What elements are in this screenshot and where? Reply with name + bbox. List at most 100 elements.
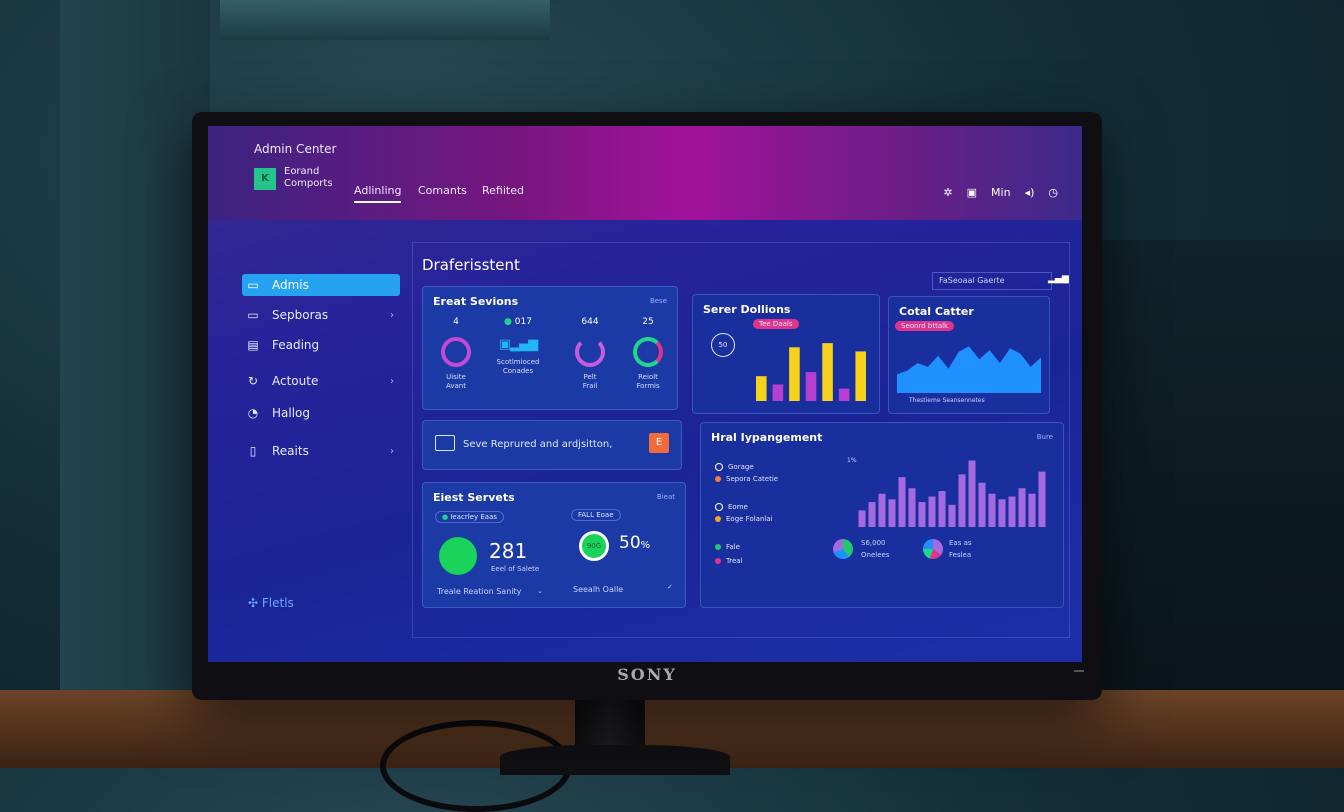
bar — [988, 493, 996, 527]
sidebar-item-sepboras[interactable]: ▭ Sepboras › — [242, 304, 400, 326]
progress-ring-icon — [575, 337, 605, 367]
tab-adlinling[interactable]: Adlinling — [354, 184, 402, 203]
metric-caption: Conades — [502, 367, 534, 375]
bag-icon[interactable]: ▣ — [966, 186, 978, 199]
gear-icon[interactable]: ✲ — [943, 186, 953, 199]
ring-unit: % — [640, 540, 651, 551]
sidebar-item-label: Admis — [272, 278, 309, 292]
metric-scotlmioced[interactable]: ● 017 ▣▂▄▆ Scotlmioced Conades — [489, 317, 547, 376]
services-footer[interactable]: Treale Reation Sanity — [437, 587, 522, 596]
legend-dot — [715, 516, 721, 522]
legend-item: Eoge Folanlai — [715, 515, 773, 523]
minimize-label[interactable]: Min — [991, 186, 1011, 199]
sidebar-item-actoute[interactable]: ↻ Actoute › — [242, 370, 400, 392]
status-pill-right: FALL Eoae — [571, 509, 621, 521]
bar — [978, 482, 986, 527]
legend-item: Eome — [715, 503, 748, 511]
metric-value: 644 — [581, 317, 599, 327]
metric-value: 017 — [514, 317, 532, 327]
bar — [918, 502, 926, 527]
sidebar-item-hallog[interactable]: ◔ Hallog — [242, 402, 400, 424]
metric-caption: Uisite — [446, 373, 466, 381]
area-series — [897, 346, 1041, 393]
notice-badge[interactable]: E — [649, 433, 669, 453]
fan-icon: ✣ — [248, 596, 259, 610]
main-panel — [412, 242, 1070, 638]
tab-comants[interactable]: Comants — [418, 184, 467, 197]
bar — [855, 351, 866, 401]
legend-label: Eoge Folanlai — [726, 515, 773, 523]
card-more-link[interactable]: Bese — [649, 297, 667, 305]
person-icon — [441, 337, 471, 367]
legend-label: Treal — [726, 557, 743, 565]
background-window — [60, 0, 210, 768]
bar — [838, 388, 850, 401]
legend-item: Fale — [715, 543, 740, 551]
bar — [1028, 493, 1036, 527]
bar — [1038, 471, 1046, 527]
sidebar-item-admis[interactable]: ▭ Admis — [242, 274, 400, 296]
metric-pelt[interactable]: 644 Pelt Frail — [561, 317, 619, 391]
screen: Admin Center K Eorand Comports Adlinling… — [208, 126, 1082, 662]
bar — [958, 474, 966, 527]
card-cotal-area: Cotal Catter Seonrd bttalk Thestieme Sea… — [888, 296, 1050, 414]
card-sessions: Ereat Sevions Bese 4 Uisite Avant ● 017 … — [422, 286, 678, 410]
chart-pill: Tee Daals — [753, 319, 799, 329]
sidebar-item-label: Actoute — [272, 374, 319, 388]
legend-dot — [715, 503, 723, 511]
sidebar-item-label: Feading — [272, 338, 320, 352]
legend-item: Gorage — [715, 463, 754, 471]
bar-icon: ▣▂▄▆ — [498, 337, 538, 352]
bar — [1008, 496, 1016, 527]
donut-chart-1 — [833, 539, 853, 559]
tab-refiited[interactable]: Refiited — [482, 184, 524, 197]
metric-caption: Reiolt — [638, 373, 658, 381]
services-footer-right[interactable]: Seealh Oalle — [573, 585, 624, 594]
sidebar-item-reaits[interactable]: ▯ Reaits › — [242, 440, 400, 462]
sidebar-item-feading[interactable]: ▤ Feading — [242, 334, 400, 356]
metric-uisite[interactable]: 4 Uisite Avant — [427, 317, 485, 391]
sidebar-footer[interactable]: ✣ Fletls — [248, 596, 294, 610]
sidebar-item-label: Sepboras — [272, 308, 329, 322]
volume-icon[interactable]: ◂) — [1024, 186, 1035, 199]
bar — [888, 499, 896, 527]
metric-caption: Formis — [636, 382, 660, 390]
ring-label: 50 — [711, 333, 735, 357]
clock-icon[interactable]: ◷ — [1048, 186, 1058, 199]
check-icon: ● — [504, 317, 512, 327]
card-more-link[interactable]: Bure — [1036, 433, 1053, 441]
ring-value-row: 50% — [619, 533, 650, 553]
bar — [938, 491, 946, 527]
bar — [908, 488, 916, 527]
card-title: Cotal Catter — [899, 305, 974, 318]
legend-label: Gorage — [728, 463, 754, 471]
chevron-down-icon[interactable]: ⌄ — [537, 587, 543, 595]
metric-reiolt[interactable]: 25 Reiolt Formis — [619, 317, 677, 391]
folder-icon — [435, 435, 455, 451]
chart-legend: Thestieme Seansennetes — [909, 397, 985, 404]
calendar-icon: ▤ — [247, 338, 259, 352]
sidebar-item-label: Reaits — [272, 444, 309, 458]
hral-bar-chart — [858, 460, 1046, 527]
ring-value: 50 — [619, 533, 641, 553]
bar — [898, 477, 906, 527]
metric-value-row: ● 017 — [489, 317, 547, 327]
monitor-stand-base — [500, 745, 730, 775]
logo-line-2: Comports — [284, 178, 333, 189]
cotal-area-chart — [897, 346, 1041, 393]
search-input[interactable]: FaSeoaal Gaerte — [932, 272, 1052, 290]
server-icon: ▭ — [247, 308, 259, 322]
legend-label: Eome — [728, 503, 748, 511]
notice-bar[interactable]: Seve Reprured and ardjsitton, E — [422, 420, 682, 470]
notice-text: Seve Reprured and ardjsitton, — [463, 439, 613, 450]
document-icon: ▯ — [249, 444, 257, 458]
axis-tick-label: 1% — [847, 457, 857, 464]
server-bar-chart — [756, 343, 866, 401]
bar — [928, 496, 936, 527]
bar — [756, 376, 767, 401]
pill-label: Ieacrley Eaas — [450, 513, 497, 521]
card-title: Eiest Servets — [433, 491, 515, 504]
card-more-link[interactable]: Bieat — [656, 493, 675, 501]
power-indicator — [1074, 670, 1084, 672]
legend-dot — [715, 544, 721, 550]
